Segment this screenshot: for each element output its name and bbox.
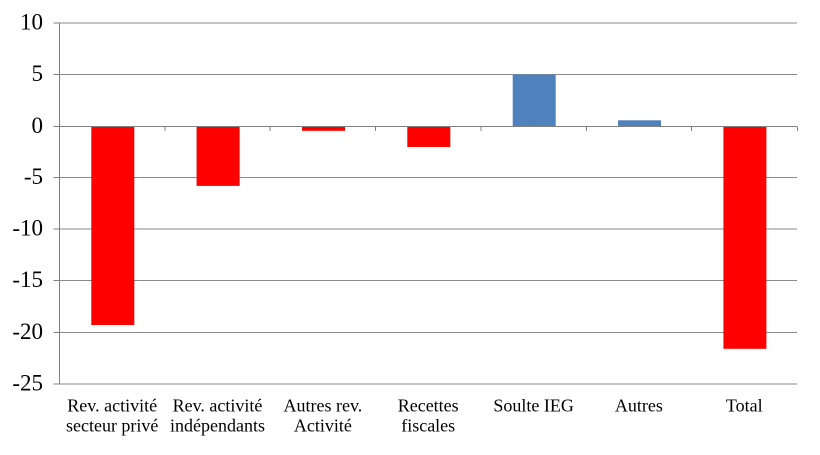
svg-text:Total: Total xyxy=(726,395,763,415)
svg-text:-15: -15 xyxy=(12,267,43,292)
svg-text:-5: -5 xyxy=(24,164,43,189)
svg-text:Recettes: Recettes xyxy=(398,395,459,415)
svg-text:Autres rev.: Autres rev. xyxy=(283,395,362,415)
svg-text:Soulte IEG: Soulte IEG xyxy=(493,395,574,415)
svg-text:Activité: Activité xyxy=(294,415,352,435)
svg-text:Autres: Autres xyxy=(615,395,663,415)
svg-text:10: 10 xyxy=(20,10,43,35)
svg-text:5: 5 xyxy=(32,61,44,86)
svg-text:0: 0 xyxy=(32,113,44,138)
svg-text:secteur privé: secteur privé xyxy=(66,415,158,435)
svg-text:-10: -10 xyxy=(12,216,43,241)
svg-text:-20: -20 xyxy=(12,319,43,344)
svg-text:indépendants: indépendants xyxy=(170,415,265,435)
svg-text:-25: -25 xyxy=(12,371,43,396)
svg-text:Rev. activité: Rev. activité xyxy=(67,395,157,415)
svg-text:Rev. activité: Rev. activité xyxy=(173,395,263,415)
svg-text:fiscales: fiscales xyxy=(401,415,455,435)
